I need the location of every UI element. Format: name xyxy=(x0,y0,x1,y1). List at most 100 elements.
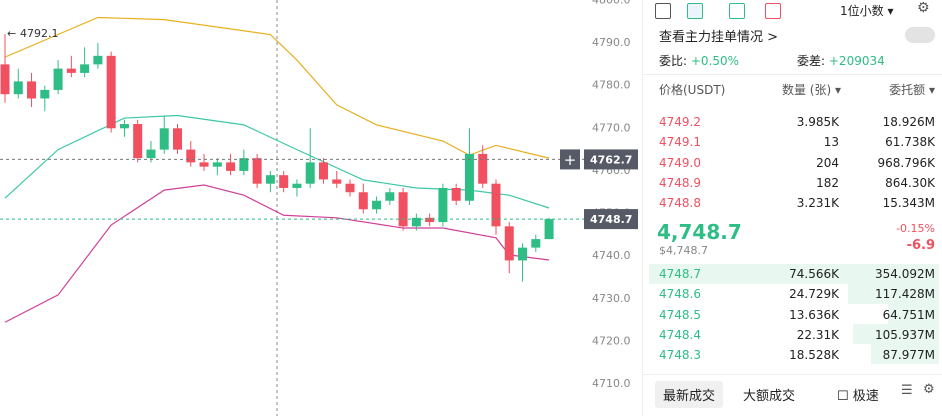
list-icon[interactable]: ☰ xyxy=(901,383,913,398)
fast-label: 极速 xyxy=(852,389,879,404)
book-row[interactable]: 4748.9 182 864.30K xyxy=(643,173,939,193)
last-price-usd: $4,748.7 xyxy=(659,244,708,257)
candle-body xyxy=(305,162,315,184)
book-row[interactable]: 4748.8 3.231K 15.343M xyxy=(643,193,939,213)
candle-body xyxy=(212,162,222,167)
candle-body xyxy=(491,183,501,227)
price: 4748.4 xyxy=(659,327,701,342)
settings-icon[interactable]: ⚙ xyxy=(917,0,930,16)
price: 4749.1 xyxy=(659,135,701,150)
diff: 委差: +209034 xyxy=(797,52,885,69)
header: 委托额 ▾ xyxy=(889,83,935,97)
change-pct: -0.15% xyxy=(896,222,935,235)
max-label: 4792.1 xyxy=(20,27,59,40)
candle-body xyxy=(239,158,249,171)
layout-icon[interactable] xyxy=(655,3,671,19)
decimal-select[interactable]: 1位小数 ▾ xyxy=(840,4,894,18)
book-row[interactable]: 4748.4 22.31K 105.937M xyxy=(643,325,939,345)
book-row[interactable]: 4748.6 24.729K 117.428M xyxy=(643,284,939,304)
quantity: 13.636K xyxy=(789,307,839,322)
quantity: 24.729K xyxy=(789,287,839,302)
decimal-label: 1位小数 xyxy=(840,4,884,18)
crosshair-label: 4762.7 xyxy=(590,153,632,166)
header: 价格(USDT) xyxy=(659,83,726,97)
book-row[interactable]: 4748.5 13.636K 64.751M xyxy=(643,305,939,325)
candle-body xyxy=(411,217,421,227)
quantity: 3.985K xyxy=(796,115,839,129)
book-row[interactable]: 4748.3 18.528K 87.977M xyxy=(643,345,939,365)
candle-body xyxy=(106,55,116,129)
candle-body xyxy=(53,68,63,90)
amount: 354.092M xyxy=(875,267,935,281)
book-asks-icon[interactable] xyxy=(765,3,781,19)
price: 4748.5 xyxy=(659,307,701,322)
candle-body xyxy=(425,217,435,223)
candle-body xyxy=(544,219,554,240)
amount: 18.926M xyxy=(882,115,935,129)
header-text: 数量 (张) xyxy=(781,83,832,97)
band-line xyxy=(4,16,550,159)
ratio: 委比: +0.50% xyxy=(659,52,739,69)
candle-body xyxy=(133,124,143,159)
header: 数量 (张) ▾ xyxy=(781,83,841,97)
last-price-label-bg xyxy=(584,209,638,230)
ratio-value: +0.50% xyxy=(690,54,740,68)
book-both-icon[interactable] xyxy=(687,3,703,19)
quantity: 182 xyxy=(816,175,839,190)
y-tick-label: 4720.0 xyxy=(592,334,631,347)
amount: 117.428M xyxy=(875,287,935,302)
book-row[interactable]: 4749.1 13 61.738K xyxy=(643,132,939,152)
candle-body xyxy=(332,179,342,184)
last-price-label: 4748.7 xyxy=(590,213,632,226)
max-arrow: ← xyxy=(7,27,16,40)
table-header: 价格(USDT) 数量 (张) ▾ 委托额 ▾ xyxy=(643,80,939,100)
plus-button[interactable] xyxy=(560,149,580,170)
book-row[interactable]: 4749.2 3.985K 18.926M xyxy=(643,112,939,132)
candle-body xyxy=(265,175,275,184)
divider xyxy=(643,74,942,75)
depth-bar xyxy=(848,284,939,304)
depth-bar xyxy=(853,324,939,344)
price: 4748.3 xyxy=(659,348,701,363)
candle-body xyxy=(80,64,90,73)
candle-body xyxy=(504,226,514,261)
candle-body xyxy=(27,81,37,99)
quantity: 74.566K xyxy=(789,267,839,281)
tab[interactable]: 最新成交 xyxy=(655,381,724,408)
ratio-label: 委比: xyxy=(659,54,688,68)
y-tick-label: 4790.0 xyxy=(592,36,631,49)
candle-body xyxy=(252,158,262,184)
candle-body xyxy=(93,55,103,65)
candle-body xyxy=(0,64,10,95)
y-tick-label: 4710.0 xyxy=(592,377,631,390)
book-row[interactable]: 4749.0 204 968.796K xyxy=(643,153,939,173)
chart: 4800.04790.04780.04770.04760.04750.04740… xyxy=(0,0,638,416)
main-orders-link[interactable]: 查看主力挂单情况 > xyxy=(659,30,779,45)
y-tick-label: 4740.0 xyxy=(592,249,631,262)
quantity: 3.231K xyxy=(796,196,839,211)
candle-body xyxy=(186,149,196,163)
y-tick-label: 4800.0 xyxy=(592,0,631,6)
candle-body xyxy=(518,247,528,261)
price: 4749.0 xyxy=(659,155,701,170)
diff-label: 委差: xyxy=(797,54,826,68)
amount: 15.343M xyxy=(882,196,935,211)
book-bids-icon[interactable] xyxy=(729,3,745,19)
y-tick-label: 4730.0 xyxy=(592,292,631,305)
price: 4749.2 xyxy=(659,115,701,129)
fast-checkbox[interactable]: ☐ 极速 xyxy=(837,389,879,404)
price: 4748.8 xyxy=(659,196,701,211)
amount: 105.937M xyxy=(875,327,935,342)
depth-bar xyxy=(888,304,939,324)
book-row[interactable]: 4748.7 74.566K 354.092M xyxy=(643,264,939,284)
candle-body xyxy=(159,128,169,150)
settings-icon[interactable]: ⚙ xyxy=(923,382,935,397)
candle-body xyxy=(385,192,395,201)
candle-body xyxy=(464,153,474,201)
quantity: 13 xyxy=(823,135,839,150)
tab[interactable]: 大额成交 xyxy=(743,389,796,404)
amount: 61.738K xyxy=(885,135,935,150)
depth-bar xyxy=(871,344,939,364)
toggle[interactable] xyxy=(905,27,935,43)
